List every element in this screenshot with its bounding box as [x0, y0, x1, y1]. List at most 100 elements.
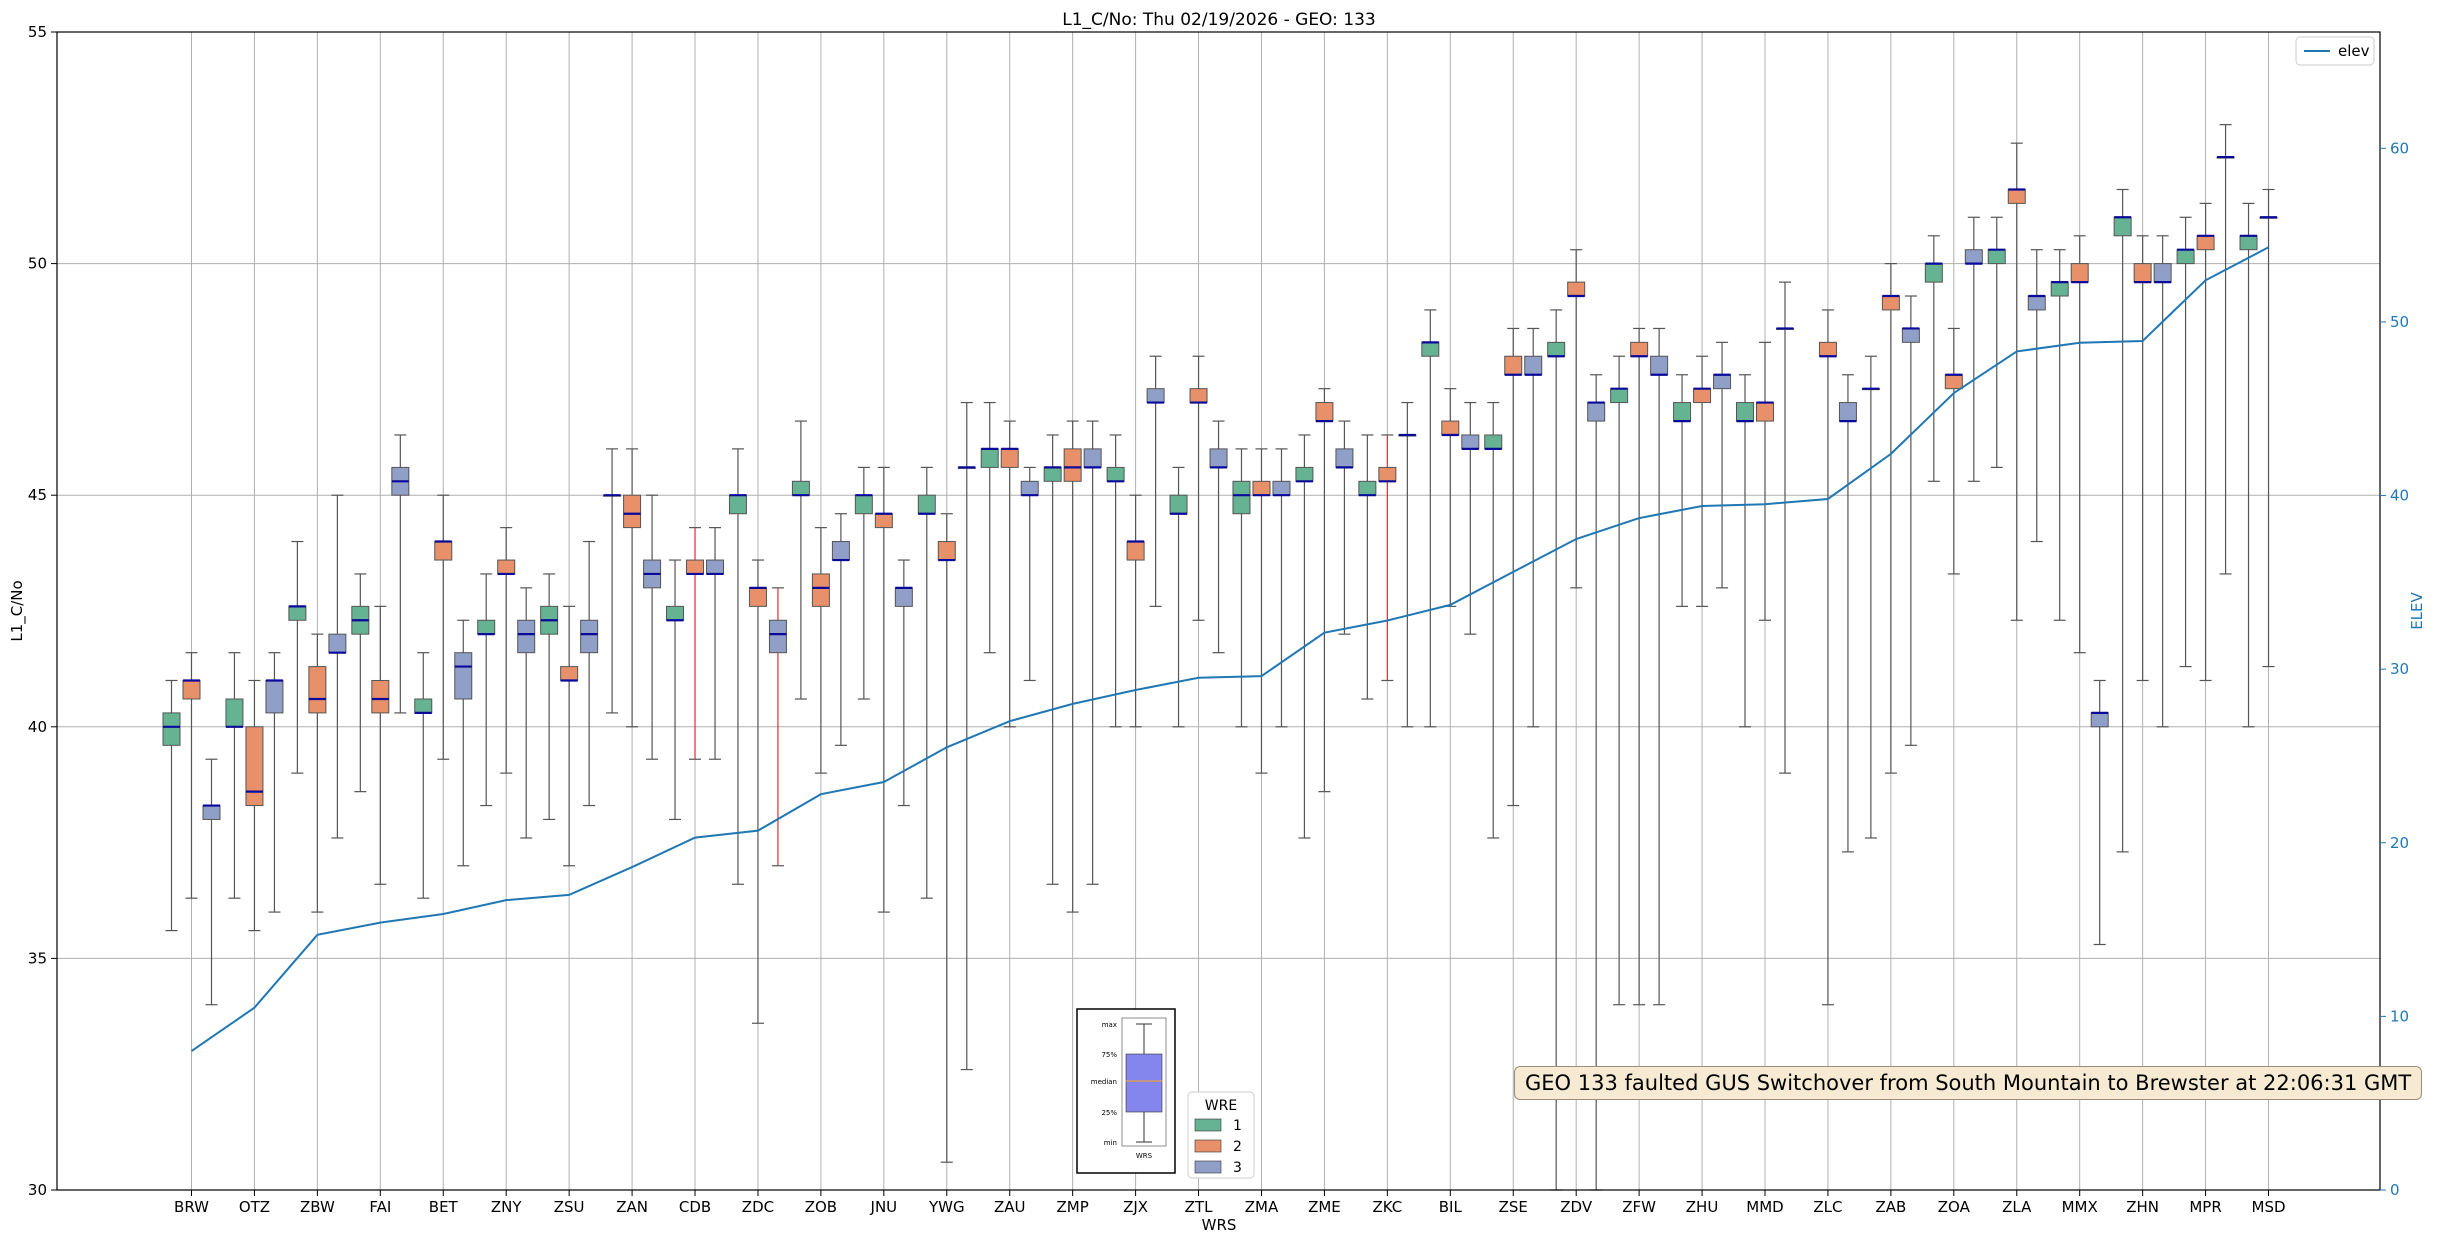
wre-legend-label-3: 3 — [1233, 1160, 1242, 1176]
iqr-box — [1000, 448, 1019, 468]
iqr-box — [1232, 480, 1251, 515]
y2-tick-label: 10 — [2390, 1007, 2409, 1025]
iqr-box — [1252, 480, 1271, 496]
x-tick-label: CDB — [679, 1198, 711, 1216]
box-ywg-wre1 — [917, 466, 936, 899]
iqr-box — [1461, 434, 1480, 450]
iqr-box — [791, 480, 810, 496]
key-label-q1: 25% — [1101, 1109, 1117, 1117]
iqr-box — [748, 587, 767, 607]
x-tick-label: BIL — [1439, 1198, 1463, 1216]
iqr-box — [1020, 480, 1039, 496]
x-tick-label: ZME — [1308, 1198, 1341, 1216]
box-fai-wre2 — [371, 605, 390, 885]
y-axis-ticks: 30 35 40 45 50 55 — [28, 23, 57, 1199]
iqr-box — [1441, 420, 1460, 436]
box-zau-wre1 — [980, 401, 999, 654]
y-tick-label: 45 — [28, 486, 47, 504]
iqr-box — [1063, 448, 1082, 482]
box-zkc-wre1 — [1358, 434, 1377, 700]
iqr-box — [517, 619, 536, 654]
iqr-box — [1881, 295, 1900, 311]
box-ztl-wre3 — [1209, 420, 1228, 654]
iqr-box — [1650, 355, 1669, 376]
box-zmp-wre3 — [1083, 420, 1102, 885]
iqr-box — [2113, 216, 2132, 237]
iqr-box — [162, 712, 181, 746]
box-mmx-wre1 — [2050, 249, 2069, 621]
iqr-box — [1901, 327, 1920, 343]
x-tick-label: ZJX — [1123, 1198, 1148, 1216]
iqr-box — [1524, 355, 1543, 376]
iqr-box — [768, 619, 787, 654]
box-zhn-wre2 — [2133, 235, 2152, 682]
x-tick-label: ZLC — [1813, 1198, 1842, 1216]
wre-legend-swatch-3 — [1194, 1160, 1222, 1174]
box-zla-wre3 — [2027, 249, 2046, 543]
box-zfw-wre1 — [1610, 355, 1629, 1006]
box-zma-wre2 — [1252, 448, 1271, 774]
box-jnu-wre3 — [894, 559, 913, 807]
key-label-q3: 75% — [1101, 1051, 1117, 1059]
iqr-box — [1146, 388, 1165, 404]
iqr-box — [245, 726, 264, 807]
iqr-box — [2027, 295, 2046, 311]
wre-legend-box — [1187, 1091, 1255, 1179]
iqr-box — [811, 573, 830, 607]
box-zjx-wre2 — [1126, 494, 1145, 728]
elev-legend-label: elev — [2338, 42, 2370, 60]
iqr-box — [1169, 494, 1188, 515]
x-tick-label: ZHU — [1686, 1198, 1719, 1216]
box-zhu-wre3 — [1713, 341, 1732, 589]
wre-legend-label-2: 2 — [1233, 1139, 1242, 1155]
y-tick-label: 50 — [28, 255, 47, 273]
box-ztl-wre1 — [1169, 466, 1188, 728]
box-zoa-wre1 — [1924, 235, 1943, 482]
chart-title: L1_C/No: Thu 02/19/2026 - GEO: 133 — [1062, 10, 1375, 30]
iqr-box — [1504, 355, 1523, 376]
y2-tick-label: 40 — [2390, 487, 2409, 505]
iqr-box — [937, 541, 956, 561]
x-tick-label: ZAB — [1875, 1198, 1906, 1216]
iqr-box — [1189, 388, 1208, 404]
y2-tick-label: 0 — [2390, 1181, 2400, 1199]
elev-legend-box — [2295, 36, 2375, 66]
box-zdc-wre1 — [728, 448, 747, 885]
iqr-box — [1610, 388, 1629, 404]
iqr-box — [1693, 388, 1712, 404]
box-zab-wre3 — [1901, 295, 1920, 746]
box-msd-wre1 — [2239, 202, 2258, 728]
key-label-median: median — [1091, 1078, 1117, 1086]
y-tick-label: 40 — [28, 718, 47, 736]
wre-legend-swatch-1 — [1194, 1118, 1222, 1132]
x-tick-label: ZBW — [300, 1198, 335, 1216]
iqr-box — [2090, 712, 2109, 728]
iqr-box — [1043, 466, 1062, 482]
box-zan-wre1 — [603, 448, 622, 714]
y2-axis-label: ELEV — [2408, 591, 2426, 629]
box-mpr-wre1 — [2176, 216, 2195, 668]
box-zny-wre2 — [497, 527, 516, 774]
x-tick-label: YWG — [928, 1198, 965, 1216]
iqr-box — [1964, 249, 1983, 265]
box-mmd-wre1 — [1736, 374, 1754, 728]
iqr-box — [1083, 448, 1102, 468]
box-brw-wre1 — [162, 679, 181, 932]
box-zse-wre3 — [1524, 327, 1543, 728]
elev-line-series — [190, 246, 2269, 1052]
iqr-box — [1484, 434, 1503, 450]
x-tick-label: ZFW — [1622, 1198, 1656, 1216]
iqr-box — [477, 619, 496, 635]
box-zma-wre3 — [1272, 448, 1291, 728]
iqr-box — [497, 559, 516, 575]
box-zme-wre3 — [1335, 420, 1354, 635]
iqr-box — [1295, 466, 1314, 482]
box-zfw-wre2 — [1630, 327, 1649, 1006]
iqr-box — [980, 448, 999, 468]
iqr-box — [1106, 466, 1125, 482]
box-zdc-wre2 — [748, 559, 767, 1024]
box-brw-wre3 — [202, 758, 221, 1006]
iqr-box — [1838, 402, 1857, 422]
box-series — [162, 124, 2278, 1191]
box-zlc-wre3 — [1838, 374, 1857, 853]
